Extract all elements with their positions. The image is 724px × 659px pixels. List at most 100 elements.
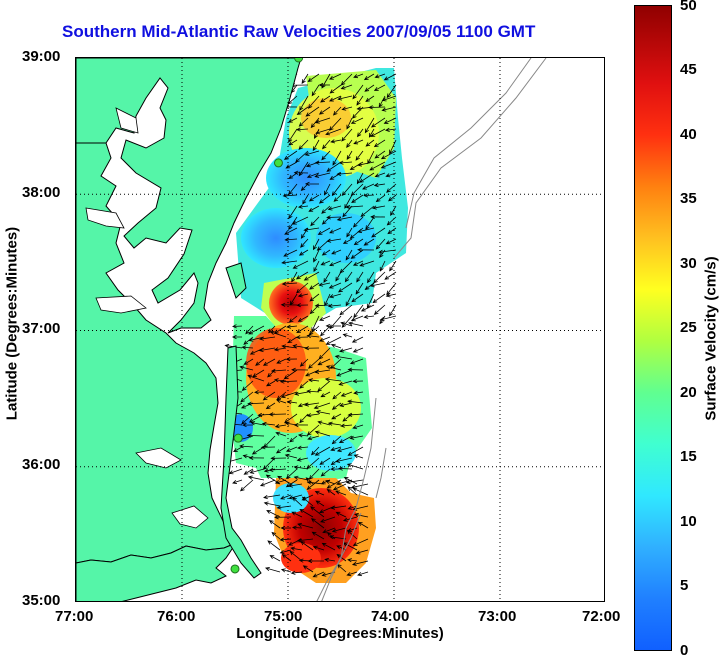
velocity-arrow bbox=[307, 95, 320, 109]
velocity-arrow bbox=[330, 358, 342, 370]
velocity-arrow bbox=[288, 128, 298, 143]
velocity-arrow bbox=[385, 127, 397, 132]
velocity-arrow bbox=[268, 467, 287, 473]
x-tick-label: 73:00 bbox=[478, 608, 517, 625]
velocity-arrow bbox=[310, 446, 320, 456]
velocity-arrow bbox=[298, 117, 309, 127]
velocity-arrow bbox=[374, 73, 386, 79]
velocity-arrow bbox=[299, 95, 309, 111]
velocity-arrow bbox=[247, 475, 265, 481]
velocity-arrow bbox=[255, 358, 265, 366]
velocity-arrow bbox=[380, 150, 397, 160]
velocity-arrow bbox=[311, 531, 325, 540]
velocity-arrow bbox=[325, 479, 336, 485]
velocity-arrow bbox=[357, 247, 375, 252]
velocity-arrow bbox=[344, 271, 353, 283]
velocity-arrow bbox=[262, 358, 276, 366]
velocity-arrow bbox=[338, 380, 353, 386]
velocity-arrow bbox=[365, 216, 375, 230]
velocity-arrow bbox=[298, 139, 309, 150]
velocity-arrow bbox=[240, 391, 254, 403]
velocity-arrow bbox=[296, 538, 314, 543]
radar-site-marker bbox=[233, 433, 243, 443]
velocity-arrow bbox=[328, 282, 342, 289]
velocity-arrow bbox=[347, 505, 358, 510]
velocity-arrow bbox=[303, 271, 320, 281]
velocity-arrow bbox=[274, 515, 292, 520]
map-plot-area[interactable] bbox=[75, 57, 605, 602]
velocity-arrow bbox=[283, 150, 298, 160]
velocity-arrow bbox=[342, 333, 353, 338]
velocity-arrow bbox=[370, 128, 386, 137]
velocity-arrow bbox=[306, 389, 320, 394]
velocity-arrow bbox=[374, 172, 386, 178]
velocity-arrow bbox=[347, 412, 364, 417]
velocity-arrow bbox=[281, 260, 298, 265]
velocity-arrow bbox=[288, 216, 298, 231]
velocity-arrow bbox=[247, 374, 265, 382]
velocity-arrow bbox=[330, 139, 342, 144]
velocity-arrow bbox=[356, 128, 364, 138]
velocity-arrow bbox=[349, 358, 364, 365]
velocity-arrow bbox=[364, 282, 375, 290]
velocity-arrow bbox=[327, 303, 342, 308]
velocity-arrow bbox=[308, 358, 320, 369]
velocity-arrow bbox=[243, 358, 254, 365]
velocity-arrow bbox=[381, 95, 397, 102]
velocity-arrow bbox=[328, 293, 342, 299]
velocity-arrow bbox=[307, 558, 325, 564]
velocity-arrow bbox=[353, 139, 364, 145]
velocity-arrow bbox=[329, 117, 342, 131]
velocity-arrow bbox=[279, 537, 292, 542]
velocity-arrow bbox=[306, 424, 320, 436]
velocity-arrow bbox=[322, 139, 331, 150]
velocity-arrow bbox=[386, 216, 397, 226]
velocity-arrow bbox=[364, 117, 375, 134]
velocity-arrow bbox=[301, 496, 314, 507]
velocity-arrow bbox=[296, 445, 309, 450]
velocity-arrow bbox=[268, 520, 281, 529]
velocity-arrow bbox=[336, 554, 347, 562]
velocity-arrow bbox=[363, 73, 375, 81]
velocity-arrow bbox=[231, 334, 243, 340]
velocity-arrow bbox=[275, 431, 287, 437]
velocity-arrow bbox=[345, 293, 353, 307]
velocity-arrow bbox=[291, 511, 303, 518]
velocity-arrow bbox=[346, 150, 353, 161]
velocity-arrow bbox=[341, 128, 353, 142]
velocity-arrow bbox=[297, 433, 309, 438]
velocity-arrow bbox=[289, 435, 298, 443]
velocity-arrow bbox=[339, 402, 353, 408]
velocity-arrow bbox=[314, 490, 325, 496]
velocity-arrow bbox=[280, 568, 292, 573]
velocity-arrow bbox=[306, 479, 320, 490]
velocity-arrow bbox=[286, 324, 298, 329]
velocity-arrow bbox=[276, 358, 287, 364]
radar-site-marker bbox=[273, 158, 283, 168]
velocity-arrow bbox=[331, 402, 342, 410]
velocity-arrow bbox=[313, 238, 320, 251]
velocity-arrow bbox=[315, 500, 325, 507]
velocity-arrow bbox=[342, 205, 353, 218]
velocity-arrow bbox=[288, 172, 298, 180]
velocity-arrow bbox=[320, 95, 331, 103]
velocity-arrow bbox=[340, 321, 353, 327]
velocity-arrow bbox=[304, 402, 320, 407]
velocity-arrow bbox=[311, 84, 320, 97]
velocity-arrow bbox=[279, 379, 298, 384]
velocity-arrow bbox=[276, 505, 292, 510]
colorbar-tick: 40 bbox=[680, 126, 697, 143]
velocity-arrow bbox=[321, 150, 331, 161]
velocity-arrow bbox=[332, 391, 342, 400]
velocity-arrow bbox=[292, 344, 309, 349]
velocity-arrow bbox=[267, 540, 281, 551]
velocity-arrow bbox=[326, 215, 342, 220]
velocity-arrow bbox=[370, 117, 386, 128]
velocity-arrow bbox=[318, 282, 331, 287]
velocity-arrow bbox=[295, 127, 309, 132]
velocity-arrow bbox=[239, 444, 254, 449]
velocity-arrow bbox=[347, 486, 358, 496]
velocity-arrow bbox=[339, 347, 353, 353]
velocity-arrow bbox=[293, 422, 309, 428]
velocity-arrow bbox=[320, 391, 331, 398]
